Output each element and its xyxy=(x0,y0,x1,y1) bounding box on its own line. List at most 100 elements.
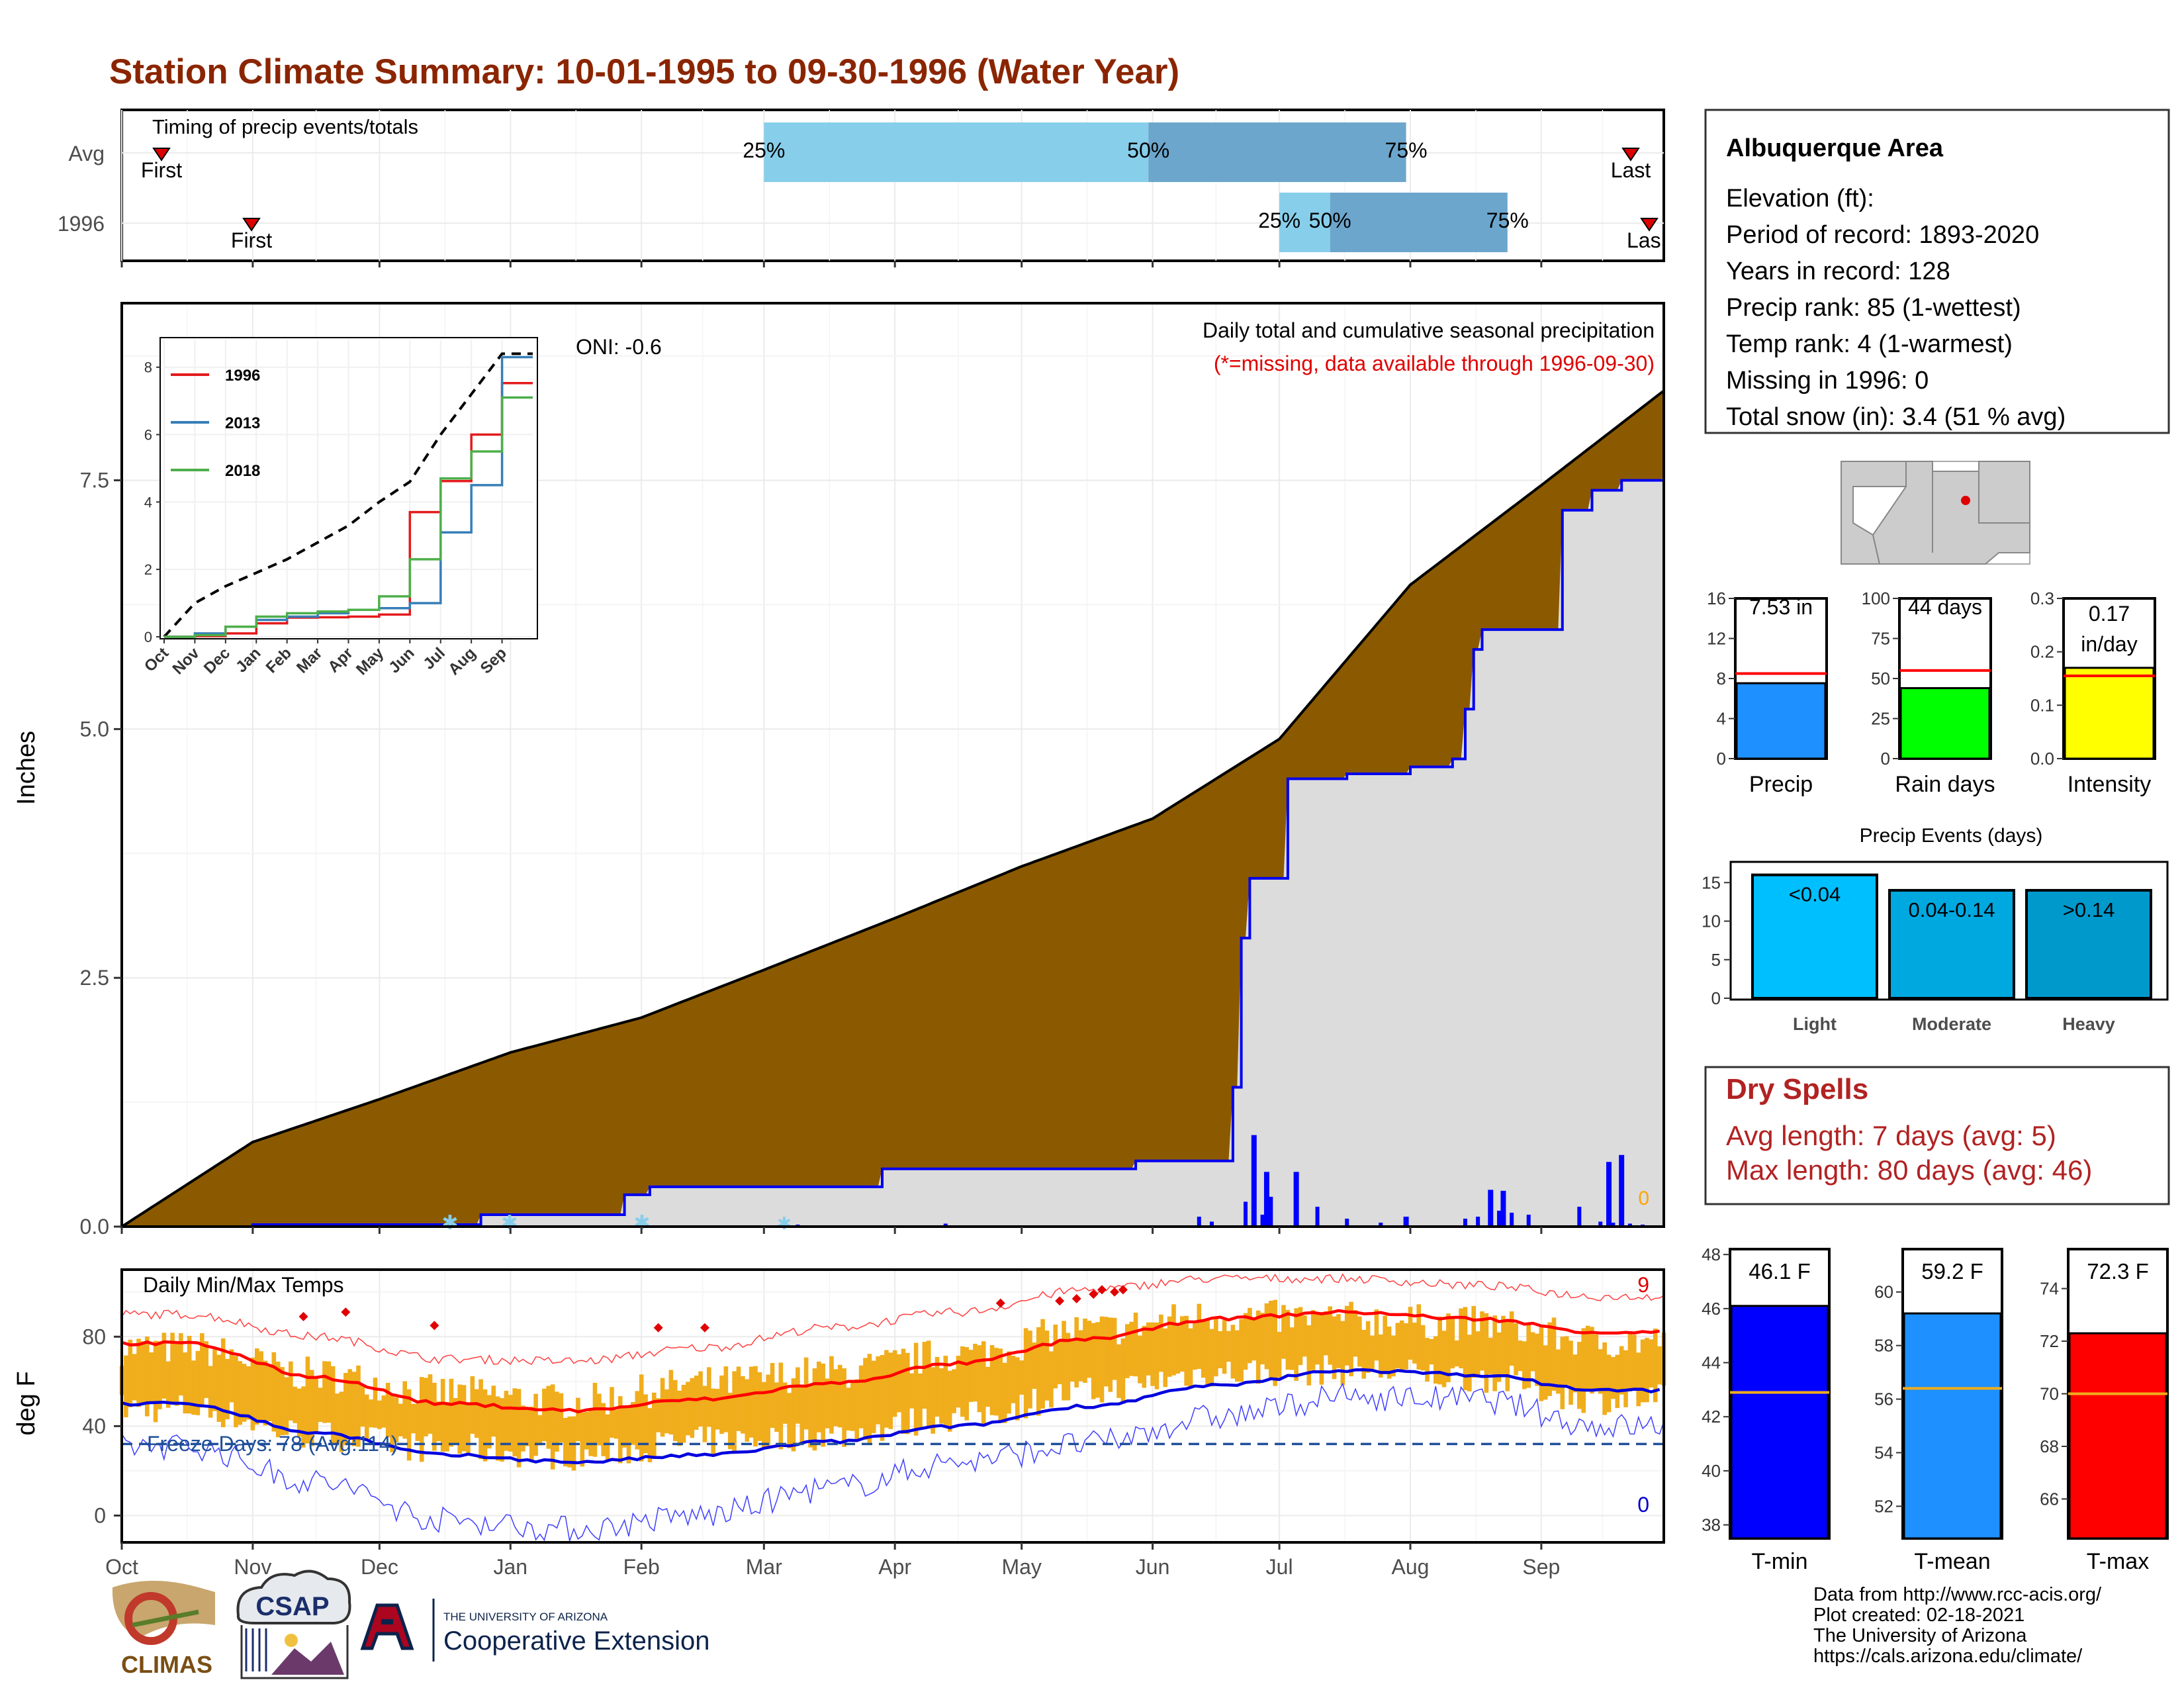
daily-temp-bar xyxy=(339,1391,344,1452)
daily-temp-bar xyxy=(1526,1323,1531,1388)
daily-temp-bar xyxy=(1095,1322,1100,1398)
temp-bar-t-min xyxy=(1730,1305,1829,1540)
daily-precip-bar xyxy=(1611,1222,1615,1227)
csap-cloud-icon xyxy=(236,1570,351,1624)
daily-temp-bar xyxy=(1315,1314,1320,1365)
daily-temp-bar xyxy=(1248,1307,1252,1364)
daily-temp-bar xyxy=(943,1356,948,1427)
avg-max-line xyxy=(121,1309,1660,1414)
daily-temp-bar xyxy=(660,1378,665,1437)
daily-temp-bar xyxy=(745,1379,750,1442)
daily-temp-bar xyxy=(402,1381,407,1439)
climas-logo: CLIMAS xyxy=(112,1581,215,1678)
daily-temp-bar xyxy=(833,1369,839,1427)
daily-temp-bar xyxy=(1091,1323,1096,1399)
record-high-marker-icon xyxy=(1110,1287,1120,1297)
daily-temp-bar xyxy=(1530,1332,1535,1372)
precip-y-tick-label: 5.0 xyxy=(80,717,109,741)
temp-bar-tick-label: 54 xyxy=(1874,1443,1893,1463)
daily-temp-bar xyxy=(1243,1313,1248,1370)
daily-temp-bar xyxy=(1383,1315,1387,1374)
daily-temp-bar xyxy=(1239,1319,1244,1382)
temp-bar-tick-label: 46 xyxy=(1702,1299,1721,1319)
daily-temp-bar xyxy=(1572,1354,1578,1393)
precip-y-tick-label: 0.0 xyxy=(80,1215,109,1239)
daily-temp-bar xyxy=(1501,1315,1506,1374)
daily-temp-bar xyxy=(719,1375,724,1434)
temperature-bar-charts: 38 40 42 44 46 48 46.1 F T-min 52 54 56 58 60 59.2 F T… xyxy=(1702,1244,2169,1574)
temp-y-label: deg F xyxy=(13,1371,40,1435)
daily-temp-bar xyxy=(812,1368,817,1451)
daily-temp-bar xyxy=(1209,1329,1214,1387)
daily-temp-bar xyxy=(656,1398,661,1432)
credits: Data from http://www.rcc-acis.org/Plot c… xyxy=(1813,1584,2102,1667)
credit-line: https://cals.arizona.edu/climate/ xyxy=(1813,1646,2083,1667)
daily-temp-bar xyxy=(1594,1335,1599,1389)
daily-temp-bar xyxy=(791,1378,796,1452)
daily-temp-bar xyxy=(284,1377,289,1435)
daily-temp-bar xyxy=(187,1336,192,1414)
daily-temp-bar xyxy=(1420,1325,1426,1371)
daily-temp-bar xyxy=(1193,1323,1197,1370)
daily-temp-bar xyxy=(1294,1308,1298,1381)
temp-bar-value: 46.1 F xyxy=(1749,1259,1811,1284)
daily-temp-bar xyxy=(542,1388,547,1442)
daily-temp-bar xyxy=(994,1348,999,1416)
daily-temp-bar xyxy=(1569,1340,1573,1405)
events-bar xyxy=(1751,873,1878,1000)
daily-temp-bar xyxy=(1281,1305,1286,1359)
daily-temp-bar xyxy=(1416,1304,1422,1370)
daily-temp-bar xyxy=(466,1404,471,1455)
month-label: May xyxy=(1001,1555,1041,1579)
daily-temp-bar xyxy=(1560,1336,1565,1409)
daily-temp-bar xyxy=(1509,1311,1514,1366)
daily-temp-bar xyxy=(757,1372,762,1441)
daily-temp-bar xyxy=(799,1385,805,1445)
events-bar xyxy=(1888,888,2015,1000)
daily-temp-bar xyxy=(1357,1316,1362,1367)
mini-bar-precip xyxy=(1735,682,1827,760)
daily-temp-bar xyxy=(1623,1350,1628,1407)
temp-bar-tick-label: 72 xyxy=(2040,1331,2059,1351)
daily-temp-bar xyxy=(892,1350,897,1417)
deficit-area xyxy=(122,391,1664,1227)
events-tick-label: 15 xyxy=(1702,872,1721,892)
timing-pct-label: 50% xyxy=(1309,209,1351,232)
daily-temp-bar xyxy=(753,1366,758,1447)
daily-temp-bar xyxy=(952,1369,956,1413)
daily-temp-bar xyxy=(385,1383,390,1438)
dry-spells-box: Dry Spells Avg length: 7 days (avg: 5) M… xyxy=(1704,1066,2170,1205)
daily-temp-bar xyxy=(850,1380,855,1431)
daily-temp-bar xyxy=(1437,1316,1442,1385)
temp-y-axis: 0 40 80 xyxy=(82,1325,122,1527)
daily-temp-bar xyxy=(369,1399,373,1428)
daily-temp-bar xyxy=(1611,1356,1615,1399)
daily-temp-bar xyxy=(1066,1333,1071,1401)
daily-temp-bar xyxy=(508,1395,513,1452)
daily-temp-bar xyxy=(1387,1326,1392,1379)
daily-temp-bar xyxy=(229,1349,234,1403)
month-label: Jun xyxy=(1136,1555,1170,1579)
daily-temp-bar xyxy=(1222,1320,1227,1374)
timing-row-1996: 1996 xyxy=(58,212,105,236)
events-bar-label: 0.04-0.14 xyxy=(1909,898,1995,921)
daily-temp-bar xyxy=(707,1367,711,1427)
daily-temp-bar xyxy=(1053,1325,1058,1389)
temp-bar-tick-label: 52 xyxy=(1874,1496,1893,1516)
events-category: Light xyxy=(1793,1014,1837,1034)
daily-temp-bar xyxy=(136,1338,141,1407)
daily-temp-bar xyxy=(981,1341,986,1425)
daily-temp-bar xyxy=(1214,1317,1218,1377)
csap-mountain-icon xyxy=(271,1642,344,1675)
daily-temp-bar xyxy=(529,1406,534,1462)
daily-precip-bar xyxy=(1476,1216,1480,1227)
record-high-marker-icon xyxy=(1118,1285,1128,1295)
avg-last-label: Last xyxy=(1611,158,1651,182)
daily-temp-bar xyxy=(149,1352,154,1402)
daily-temp-bar xyxy=(1120,1338,1126,1404)
daily-temp-bar xyxy=(183,1352,188,1414)
daily-temp-bar xyxy=(326,1361,332,1423)
daily-precip-bar xyxy=(1577,1206,1582,1227)
daily-temp-bar xyxy=(605,1414,610,1462)
daily-temp-bar xyxy=(246,1366,251,1420)
